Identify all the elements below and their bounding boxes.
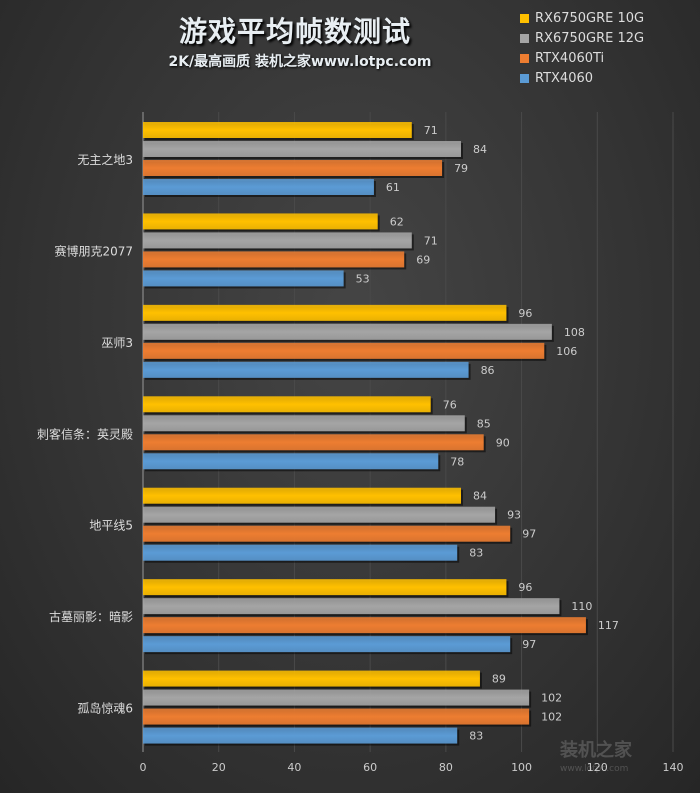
- bar: [143, 598, 560, 615]
- category-label: 刺客信条：英灵殿: [37, 426, 133, 441]
- bar: [143, 579, 507, 596]
- bar: [143, 708, 530, 725]
- x-tick-label: 0: [140, 761, 147, 774]
- data-label: 89: [492, 673, 506, 686]
- chart-title: 游戏平均帧数测试: [178, 15, 411, 48]
- bar: [143, 636, 511, 653]
- bar: [143, 160, 443, 176]
- bar: [143, 453, 439, 470]
- x-tick-label: 60: [363, 761, 377, 774]
- data-label: 110: [571, 600, 592, 613]
- data-label: 76: [443, 398, 457, 411]
- x-tick-label: 80: [439, 761, 453, 774]
- bar: [143, 396, 431, 413]
- data-label: 96: [518, 307, 532, 320]
- category-label: 古墓丽影：暗影: [49, 609, 133, 624]
- legend-label: RTX4060: [535, 70, 594, 86]
- chart-subtitle: 2K/最高画质 装机之家www.lotpc.com: [168, 54, 432, 70]
- data-label: 84: [473, 490, 487, 503]
- data-label: 62: [390, 215, 404, 228]
- watermark-url: www.lotpc.com: [560, 764, 629, 774]
- legend-item: RTX4060Ti: [520, 48, 644, 68]
- bar: [143, 141, 461, 157]
- data-label: 71: [424, 234, 438, 247]
- data-label: 69: [416, 253, 430, 266]
- legend-label: RTX4060Ti: [535, 50, 605, 66]
- x-tick-label: 20: [212, 761, 226, 774]
- bar: [143, 727, 458, 744]
- data-label: 117: [598, 619, 619, 632]
- data-label: 97: [522, 528, 536, 541]
- bar: [143, 323, 552, 340]
- category-label: 无主之地3: [77, 153, 133, 167]
- legend-swatch: [520, 13, 529, 23]
- data-label: 90: [496, 436, 510, 449]
- bar: [143, 270, 344, 287]
- bar: [143, 617, 586, 634]
- category-label: 孤岛惊魂6: [77, 701, 133, 716]
- bar: [143, 544, 458, 561]
- bar: [143, 122, 412, 138]
- data-label: 96: [518, 581, 532, 594]
- data-label: 83: [469, 730, 483, 743]
- data-label: 108: [564, 326, 585, 339]
- legend-item: RX6750GRE 12G: [520, 28, 644, 48]
- category-label: 赛博朋克2077: [54, 243, 133, 258]
- data-label: 84: [473, 143, 487, 156]
- data-label: 93: [507, 509, 521, 522]
- bar: [143, 213, 378, 230]
- bar: [143, 670, 480, 687]
- bar: [143, 415, 465, 432]
- bar: [143, 342, 545, 359]
- bar: [143, 232, 412, 249]
- watermark-logo: 装机之家 www.lotpc.com: [560, 742, 632, 778]
- data-label: 53: [356, 272, 370, 285]
- bar: [143, 487, 461, 504]
- bar: [143, 506, 496, 523]
- legend: RX6750GRE 10G RX6750GRE 12G RTX4060Ti RTX40…: [520, 8, 644, 88]
- watermark-text: 装机之家: [560, 740, 632, 761]
- legend-swatch: [520, 53, 529, 63]
- legend-label: RX6750GRE 10G: [535, 10, 645, 26]
- data-label: 79: [454, 162, 468, 175]
- bar: [143, 251, 405, 268]
- bar: [143, 434, 484, 451]
- data-label: 102: [541, 711, 562, 724]
- x-tick-label: 140: [663, 761, 684, 774]
- legend-swatch: [520, 73, 529, 83]
- category-label: 巫师3: [101, 336, 133, 350]
- data-label: 71: [424, 124, 438, 137]
- data-label: 106: [556, 345, 577, 358]
- legend-swatch: [520, 33, 529, 43]
- data-label: 86: [481, 364, 495, 377]
- bar: [143, 525, 511, 542]
- x-tick-label: 40: [287, 761, 301, 774]
- x-tick-label: 100: [511, 761, 532, 774]
- data-label: 102: [541, 692, 562, 705]
- x-tick-label: 120: [587, 761, 608, 774]
- data-label: 61: [386, 181, 400, 194]
- legend-label: RX6750GRE 12G: [535, 30, 645, 46]
- data-label: 83: [469, 547, 483, 560]
- bar: [143, 361, 469, 378]
- category-label: 地平线5: [89, 519, 133, 533]
- data-label: 97: [522, 638, 536, 651]
- data-label: 85: [477, 417, 491, 430]
- bar: [143, 304, 507, 321]
- bar: [143, 179, 374, 195]
- data-label: 78: [450, 455, 464, 468]
- legend-item: RX6750GRE 10G: [520, 8, 644, 28]
- legend-item: RTX4060: [520, 68, 644, 88]
- bar: [143, 689, 530, 706]
